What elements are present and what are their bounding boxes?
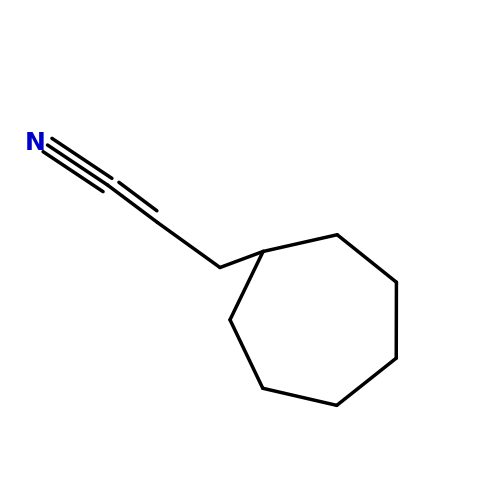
Text: N: N <box>24 130 46 154</box>
